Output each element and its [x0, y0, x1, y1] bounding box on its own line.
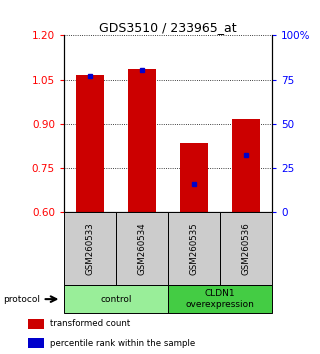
- Text: GSM260534: GSM260534: [138, 222, 147, 275]
- Bar: [232, 119, 260, 212]
- Text: GSM260533: GSM260533: [85, 222, 94, 275]
- FancyBboxPatch shape: [220, 212, 272, 285]
- Text: protocol: protocol: [3, 295, 40, 304]
- Bar: [180, 143, 208, 212]
- FancyBboxPatch shape: [168, 285, 272, 313]
- Text: CLDN1
overexpression: CLDN1 overexpression: [186, 290, 254, 309]
- Bar: [28, 338, 44, 348]
- FancyBboxPatch shape: [64, 212, 116, 285]
- Text: GSM260536: GSM260536: [242, 222, 251, 275]
- Bar: [28, 319, 44, 329]
- FancyBboxPatch shape: [64, 285, 168, 313]
- FancyBboxPatch shape: [116, 212, 168, 285]
- Bar: [76, 75, 104, 212]
- Bar: [128, 69, 156, 212]
- Text: GSM260535: GSM260535: [189, 222, 198, 275]
- Text: percentile rank within the sample: percentile rank within the sample: [50, 338, 195, 348]
- Title: GDS3510 / 233965_at: GDS3510 / 233965_at: [99, 21, 237, 34]
- FancyBboxPatch shape: [168, 212, 220, 285]
- Text: control: control: [100, 295, 132, 304]
- Text: transformed count: transformed count: [50, 319, 130, 329]
